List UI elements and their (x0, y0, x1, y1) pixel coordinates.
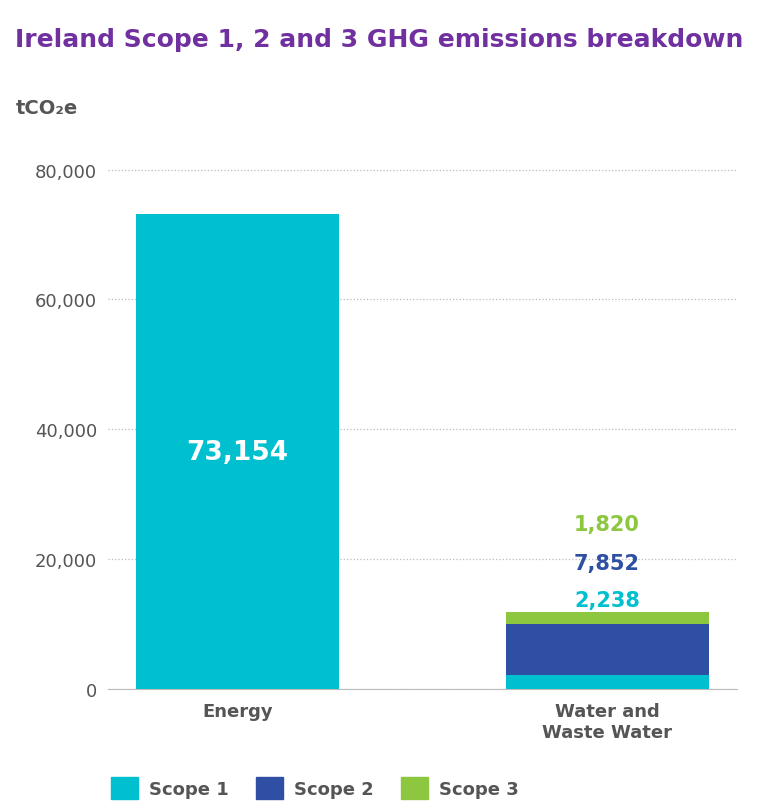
Text: 2,238: 2,238 (574, 590, 640, 611)
Text: Ireland Scope 1, 2 and 3 GHG emissions breakdown: Ireland Scope 1, 2 and 3 GHG emissions b… (15, 28, 743, 53)
Text: 1,820: 1,820 (574, 514, 640, 534)
Bar (136, 215, 339, 689)
Text: 7,852: 7,852 (574, 553, 640, 573)
Text: 73,154: 73,154 (187, 439, 289, 465)
Bar (505, 612, 709, 624)
Legend: Scope 1, Scope 2, Scope 3: Scope 1, Scope 2, Scope 3 (104, 770, 525, 806)
Text: tCO₂e: tCO₂e (15, 99, 78, 118)
Bar (505, 675, 709, 689)
Bar (505, 624, 709, 675)
